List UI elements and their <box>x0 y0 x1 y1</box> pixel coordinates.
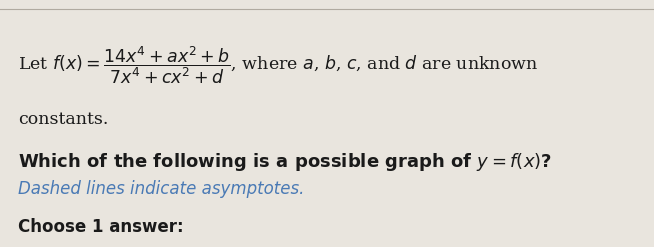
Text: Choose 1 answer:: Choose 1 answer: <box>18 218 184 236</box>
Text: Which of the following is a possible graph of $y = f(x)$?: Which of the following is a possible gra… <box>18 151 552 173</box>
Text: constants.: constants. <box>18 110 109 127</box>
Text: Dashed lines indicate asymptotes.: Dashed lines indicate asymptotes. <box>18 180 304 198</box>
Text: Let $f(x) = \dfrac{14x^4 + ax^2 + b}{7x^4 + cx^2 + d}$, where $a$, $b$, $c$, and: Let $f(x) = \dfrac{14x^4 + ax^2 + b}{7x^… <box>18 44 538 86</box>
